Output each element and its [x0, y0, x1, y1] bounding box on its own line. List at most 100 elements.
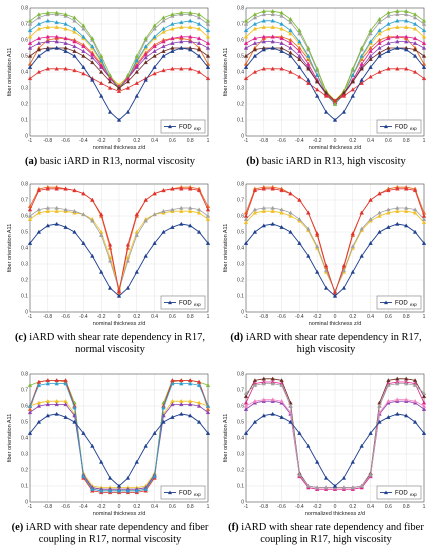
data-point-9 [297, 74, 302, 79]
data-point-3 [261, 24, 266, 29]
data-point-7 [63, 12, 68, 17]
data-point-2 [395, 12, 400, 17]
data-point-6 [90, 486, 95, 491]
legend-subscript: exp [194, 492, 201, 497]
data-point-9 [350, 87, 355, 92]
data-point-3 [90, 218, 95, 223]
data-point-7 [36, 12, 42, 17]
data-point-0 [36, 229, 42, 234]
data-point-0 [341, 285, 347, 290]
data-point-4 [243, 213, 249, 218]
data-point-0 [205, 240, 211, 245]
data-point-4 [152, 34, 157, 39]
data-point-9 [412, 69, 418, 74]
data-point-6 [45, 381, 50, 386]
x-tick-label: -0.8 [43, 314, 52, 320]
legend-box [376, 485, 422, 500]
data-point-0 [27, 430, 33, 435]
data-point-3 [395, 24, 400, 29]
data-point-6 [152, 474, 157, 479]
data-point-7 [196, 12, 202, 17]
data-point-5 [170, 402, 175, 407]
data-point-3 [107, 258, 113, 263]
data-point-6 [205, 403, 211, 408]
data-point-3 [179, 24, 184, 29]
data-point-0 [421, 430, 427, 435]
y-axis-label: fiber orientation A11 [7, 224, 13, 273]
data-point-3 [196, 207, 202, 212]
data-point-0 [72, 419, 77, 424]
data-point-5 [161, 44, 166, 49]
data-point-3 [161, 208, 166, 213]
data-point-4 [179, 186, 184, 191]
data-point-8 [306, 66, 311, 71]
data-point-2 [404, 208, 409, 213]
data-point-6 [27, 403, 33, 408]
x-tick-label: -0.2 [313, 504, 322, 510]
data-point-0 [386, 48, 391, 53]
data-point-9 [421, 76, 427, 81]
data-point-5 [261, 39, 266, 44]
data-point-4 [179, 20, 184, 25]
data-point-6 [368, 48, 373, 53]
legend-marker [384, 490, 388, 495]
caption-f: (f) iARD with shear rate dependency and … [228, 522, 424, 545]
legend-label: FOD [395, 491, 408, 497]
data-point-8 [421, 53, 427, 58]
data-point-0 [134, 93, 139, 98]
data-point-9 [205, 76, 211, 81]
data-point-9 [72, 68, 77, 73]
data-point-6 [72, 39, 77, 44]
x-tick-label: 1 [423, 504, 426, 510]
data-point-4 [404, 397, 409, 402]
legend-marker [384, 124, 388, 129]
x-tick-label: 0 [334, 138, 337, 144]
data-point-4 [252, 398, 258, 403]
data-point-4 [288, 191, 293, 196]
data-point-5 [341, 485, 347, 490]
data-point-4 [315, 72, 320, 77]
data-point-3 [134, 232, 139, 237]
data-point-8 [125, 79, 131, 84]
x-tick-label: 0 [118, 138, 121, 144]
data-point-5 [279, 40, 284, 45]
data-point-4 [243, 28, 249, 33]
data-point-6 [188, 34, 193, 39]
legend-marker [168, 490, 172, 495]
x-tick-label: -0.6 [277, 138, 286, 144]
data-point-7 [179, 10, 184, 15]
chart-panel-f: -1 -0.8 -0.6 -0.4 -0.2 0 0.2 0.4 0.6 0.8 1 0 0.1 0.2 0… [218, 368, 432, 518]
data-point-4 [386, 398, 391, 403]
data-point-0 [412, 229, 418, 234]
x-tick-label: 0 [118, 314, 121, 320]
data-point-4 [45, 18, 50, 23]
y-tick-label: 0 [25, 134, 28, 140]
data-point-4 [72, 26, 77, 31]
data-point-5 [404, 381, 409, 386]
data-point-5 [152, 48, 157, 53]
data-point-2 [196, 15, 202, 20]
data-point-4 [279, 188, 284, 193]
data-point-3 [252, 26, 258, 31]
y-tick-label: 0.8 [237, 182, 244, 188]
data-point-7 [261, 8, 266, 13]
x-tick-label: -0.4 [295, 504, 304, 510]
data-point-0 [99, 93, 104, 98]
data-point-0 [386, 414, 391, 419]
data-point-3 [54, 205, 59, 210]
data-point-7 [45, 10, 50, 15]
data-point-9 [395, 66, 400, 71]
data-point-5 [412, 382, 418, 387]
y-tick-label: 0.7 [21, 22, 28, 28]
data-point-5 [170, 40, 175, 45]
data-point-0 [421, 240, 427, 245]
data-point-6 [152, 44, 157, 49]
data-point-1 [421, 394, 427, 399]
data-point-4 [81, 34, 86, 39]
data-point-5 [323, 485, 329, 490]
data-point-9 [377, 69, 382, 74]
data-point-2 [205, 216, 211, 221]
data-point-9 [315, 87, 320, 92]
data-point-0 [323, 109, 329, 114]
data-point-3 [99, 232, 104, 237]
